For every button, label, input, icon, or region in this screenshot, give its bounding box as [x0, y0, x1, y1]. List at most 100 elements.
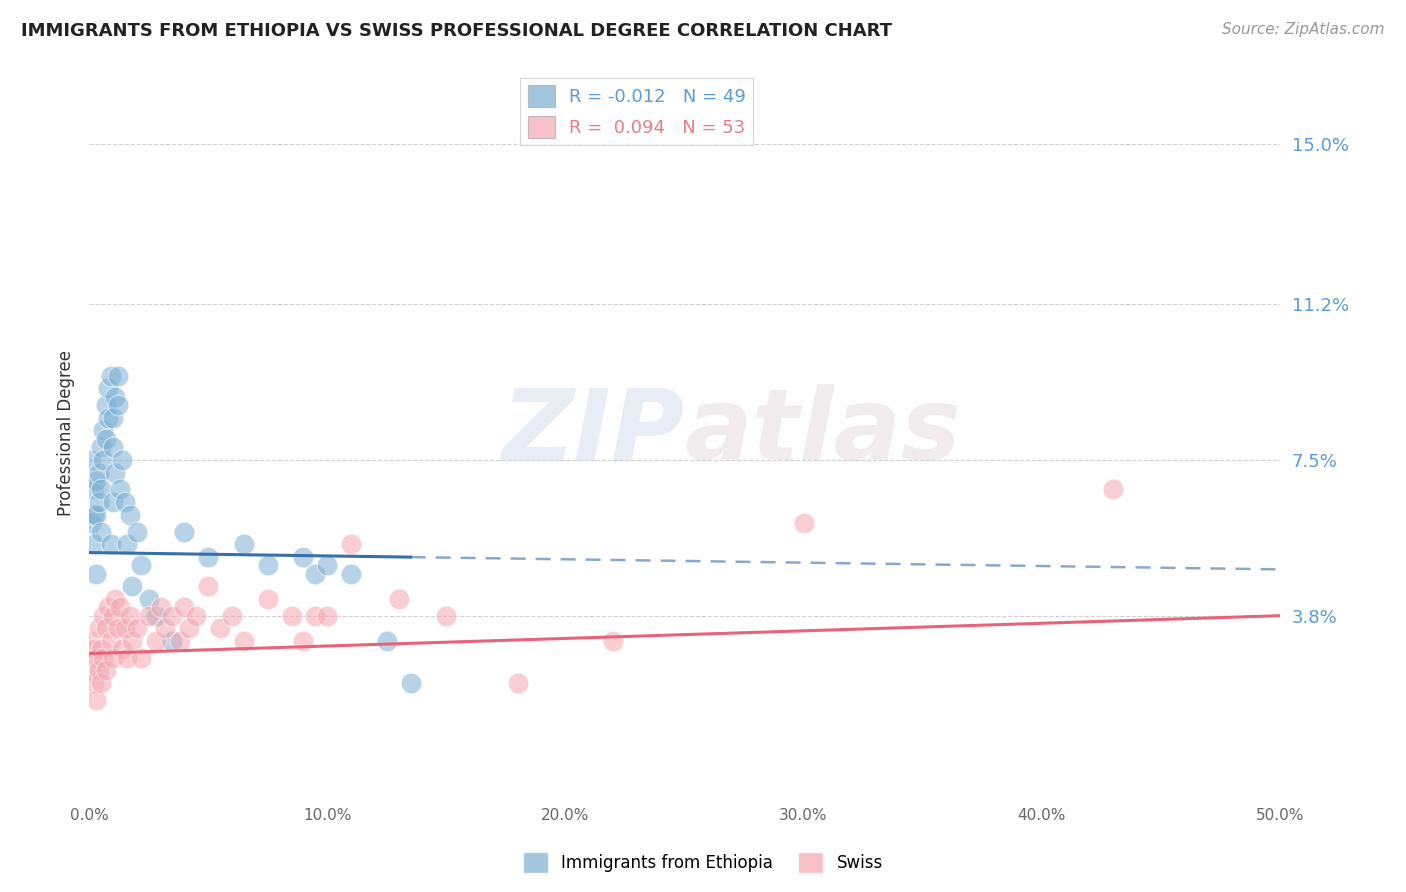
Point: [186, 608, 208, 623]
Point: [121, 579, 143, 593]
Point: [209, 621, 232, 635]
Point: [93, 608, 115, 623]
Point: [375, 634, 398, 648]
Point: [90, 440, 112, 454]
Text: Source: ZipAtlas.com: Source: ZipAtlas.com: [1222, 22, 1385, 37]
Point: [80, 516, 103, 530]
Point: [111, 453, 134, 467]
Point: [138, 608, 160, 623]
Point: [118, 508, 141, 522]
Point: [97, 381, 120, 395]
Point: [94, 664, 117, 678]
Point: [131, 650, 153, 665]
Point: [101, 410, 124, 425]
Point: [125, 524, 148, 539]
Point: [108, 483, 131, 497]
Point: [131, 558, 153, 573]
Point: [84, 508, 107, 522]
Point: [107, 621, 129, 635]
Point: [87, 495, 110, 509]
Point: [115, 537, 138, 551]
Point: [114, 621, 136, 635]
Point: [80, 664, 103, 678]
Point: [292, 634, 315, 648]
Point: [101, 650, 124, 665]
Point: [793, 516, 815, 530]
Point: [145, 634, 167, 648]
Point: [197, 579, 219, 593]
Point: [97, 600, 120, 615]
Point: [115, 650, 138, 665]
Point: [121, 634, 143, 648]
Point: [80, 453, 103, 467]
Point: [101, 608, 124, 623]
Point: [108, 600, 131, 615]
Point: [304, 566, 326, 581]
Text: atlas: atlas: [685, 384, 960, 481]
Point: [107, 398, 129, 412]
Point: [104, 390, 127, 404]
Point: [138, 591, 160, 606]
Point: [100, 368, 122, 383]
Point: [155, 621, 177, 635]
Point: [118, 608, 141, 623]
Point: [125, 621, 148, 635]
Point: [101, 440, 124, 454]
Point: [84, 650, 107, 665]
Point: [107, 368, 129, 383]
Point: [83, 483, 105, 497]
Point: [94, 621, 117, 635]
Point: [94, 398, 117, 412]
Point: [104, 466, 127, 480]
Point: [602, 634, 624, 648]
Point: [221, 608, 243, 623]
Point: [149, 600, 172, 615]
Point: [388, 591, 411, 606]
Point: [232, 537, 254, 551]
Point: [104, 591, 127, 606]
Point: [90, 642, 112, 657]
Point: [169, 634, 191, 648]
Point: [94, 432, 117, 446]
Point: [177, 621, 200, 635]
Point: [97, 410, 120, 425]
Point: [304, 608, 326, 623]
Point: [173, 600, 195, 615]
Point: [93, 424, 115, 438]
Point: [197, 549, 219, 564]
Point: [80, 634, 103, 648]
Point: [434, 608, 457, 623]
Point: [83, 537, 105, 551]
Point: [90, 676, 112, 690]
Point: [1102, 483, 1125, 497]
Point: [83, 676, 105, 690]
Point: [340, 537, 363, 551]
Text: ZIP: ZIP: [502, 384, 685, 481]
Point: [256, 558, 278, 573]
Point: [100, 634, 122, 648]
Point: [114, 495, 136, 509]
Point: [399, 676, 422, 690]
Point: [83, 642, 105, 657]
Text: IMMIGRANTS FROM ETHIOPIA VS SWISS PROFESSIONAL DEGREE CORRELATION CHART: IMMIGRANTS FROM ETHIOPIA VS SWISS PROFES…: [21, 22, 891, 40]
Point: [256, 591, 278, 606]
Point: [93, 650, 115, 665]
Point: [90, 524, 112, 539]
Point: [111, 642, 134, 657]
Point: [90, 483, 112, 497]
Point: [340, 566, 363, 581]
Point: [506, 676, 529, 690]
Point: [87, 466, 110, 480]
Point: [145, 608, 167, 623]
Point: [84, 474, 107, 488]
Point: [93, 453, 115, 467]
Point: [100, 537, 122, 551]
Point: [232, 634, 254, 648]
Point: [101, 495, 124, 509]
Point: [83, 508, 105, 522]
Point: [292, 549, 315, 564]
Legend: R = -0.012   N = 49, R =  0.094   N = 53: R = -0.012 N = 49, R = 0.094 N = 53: [520, 78, 754, 145]
Point: [173, 524, 195, 539]
Y-axis label: Professional Degree: Professional Degree: [58, 350, 75, 516]
Point: [84, 566, 107, 581]
